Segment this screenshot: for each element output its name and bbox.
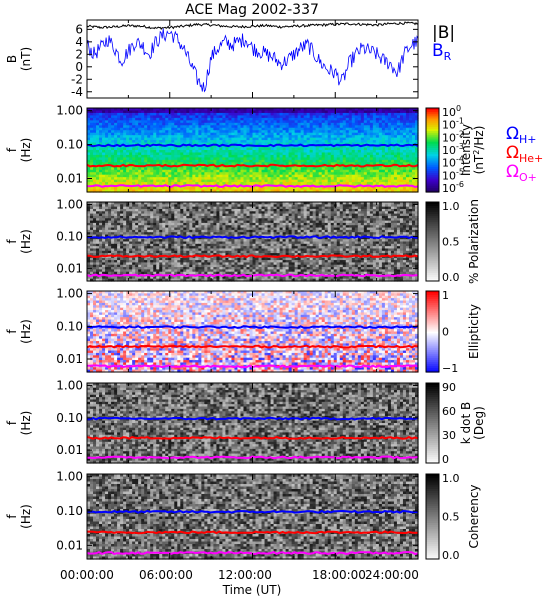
- y-axis-label: f: [5, 147, 19, 152]
- side-label: ΩO+: [506, 162, 537, 184]
- y-tick-label: 0.10: [56, 138, 83, 152]
- legend-entry: |B|: [432, 23, 455, 43]
- y-tick-label: 1.00: [56, 104, 83, 118]
- colorbar-title: Intensity: [459, 124, 473, 176]
- y-axis-label: (Hz): [19, 138, 33, 163]
- legend-entry: BR: [432, 41, 452, 63]
- colorbar-title: (nT2/Hz): [472, 126, 486, 175]
- y-axis-label: B: [5, 55, 19, 63]
- y-tick-label: 0.01: [56, 172, 83, 186]
- series-line-b-r: [87, 29, 418, 92]
- colorbar-tick-label: 10-6: [442, 180, 464, 195]
- panel-3: 1.00.50.0% Polarization1.000.100.01f (Hz): [5, 198, 481, 284]
- y-tick-label: -4: [71, 85, 83, 99]
- chart-title: ACE Mag 2002-337: [185, 2, 319, 18]
- panel-frame: [87, 20, 418, 98]
- y-axis-label: (nT): [19, 47, 33, 71]
